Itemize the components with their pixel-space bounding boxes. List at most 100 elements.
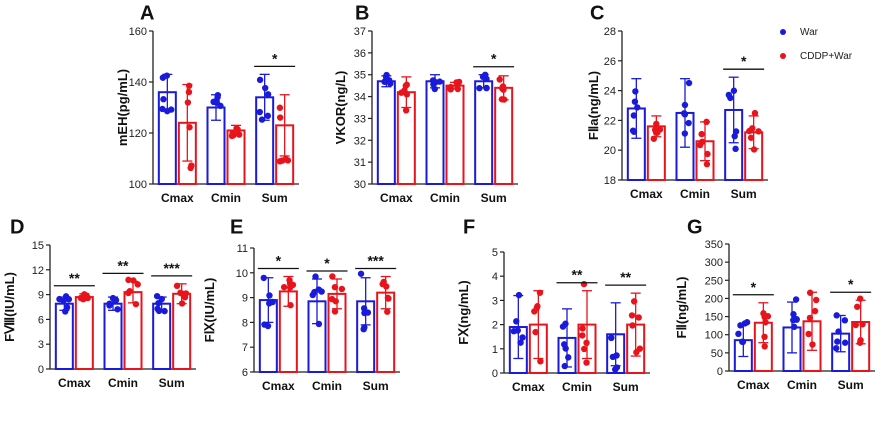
y-tick-label: 2 (492, 320, 498, 332)
panel-f: F 0 1 2 3 4 5 FⅩ(ng/mL) Cmax Cmin ** Sum ** (456, 216, 650, 394)
data-point (630, 298, 638, 305)
data-point (833, 312, 840, 319)
data-point (311, 288, 318, 296)
data-point (510, 328, 518, 335)
data-point (178, 300, 186, 307)
data-point (561, 362, 568, 370)
data-point (681, 130, 689, 137)
x-tick-label: Cmin (430, 191, 460, 205)
y-tick-label: 1 (492, 344, 498, 356)
data-point (813, 296, 820, 304)
data-point (312, 273, 319, 280)
data-point (186, 124, 193, 131)
data-point (112, 296, 120, 304)
data-point (747, 134, 755, 141)
y-tick-label: 350 (705, 239, 723, 251)
data-point (134, 281, 141, 288)
legend-label-war: War (800, 27, 818, 38)
data-point (857, 295, 864, 302)
data-point (315, 320, 323, 328)
x-tick-label: Cmax (630, 187, 663, 201)
data-point (429, 77, 437, 84)
data-point (329, 273, 336, 280)
data-point (613, 352, 620, 359)
y-tick-label: 250 (705, 275, 723, 287)
data-point (681, 101, 689, 109)
significance-label: * (272, 50, 278, 66)
data-point (318, 288, 325, 295)
data-point (762, 319, 769, 326)
data-point (188, 162, 195, 169)
x-tick-label: Sum (613, 380, 639, 394)
data-point (403, 91, 411, 98)
data-point (483, 84, 490, 92)
data-point (732, 145, 739, 153)
x-tick-label: Cmin (211, 191, 241, 205)
data-point (517, 339, 524, 346)
y-tick-label: 8 (242, 317, 248, 329)
data-point (636, 345, 644, 352)
y-tick-label: 300 (705, 257, 723, 269)
y-tick-label: 140 (129, 77, 147, 89)
data-point (158, 295, 165, 303)
significance-label: *** (367, 253, 384, 269)
y-tick-label: 3 (38, 339, 44, 351)
data-point (106, 300, 113, 307)
y-tick-label: 100 (705, 330, 723, 342)
x-tick-label: Cmax (161, 191, 194, 205)
data-point (402, 107, 410, 114)
data-point (256, 76, 264, 84)
data-point (476, 84, 483, 92)
data-point (184, 99, 192, 106)
data-point (730, 87, 738, 94)
significance-label: * (324, 255, 330, 271)
data-point (681, 111, 689, 118)
data-point (531, 308, 538, 315)
significance-label: ** (620, 269, 631, 285)
x-tick-label: Cmin (680, 187, 710, 201)
data-point (565, 354, 572, 361)
data-point (652, 129, 660, 136)
y-axis-label: FⅨ(IU/mL) (202, 278, 217, 343)
y-tick-label: 9 (38, 290, 44, 302)
y-tick-label: 10 (236, 268, 248, 280)
y-axis-label: FⅡ(ng/mL) (674, 277, 689, 339)
bar-war (103, 302, 123, 370)
y-tick-label: 50 (711, 348, 723, 360)
y-tick-label: 35 (354, 70, 366, 82)
data-point (214, 91, 222, 99)
y-tick-label: 0 (717, 366, 723, 378)
y-tick-label: 0 (492, 368, 498, 380)
data-point (737, 322, 744, 329)
panel-d: D 0 3 6 9 12 15 FⅧ(IU/mL) Cmax ** Cmin ** Sum *** (2, 216, 196, 390)
data-point (704, 150, 711, 158)
data-point (755, 128, 762, 135)
panel-e: E 6 7 8 9 10 11 FⅨ(IU/mL) Cmax * Cmin * Sum *** (202, 216, 400, 393)
data-point (853, 303, 861, 310)
data-point (833, 345, 840, 352)
data-point (163, 72, 171, 79)
data-point (210, 98, 217, 106)
data-point (331, 283, 339, 291)
legend-item-cddp-war: CDDP+War (780, 50, 852, 63)
legend-marker-cddp-war (780, 53, 786, 60)
data-point (631, 98, 639, 105)
y-tick-label: 11 (237, 243, 248, 255)
y-axis-label: FⅩ(ng/mL) (456, 280, 471, 345)
data-point (280, 283, 288, 291)
data-point (751, 109, 759, 117)
data-point (114, 306, 121, 313)
significance-label: ** (69, 270, 80, 286)
significance-label: *** (163, 260, 180, 276)
panel-c: C 18 20 22 24 26 28 FⅡa(ng/mL) Cmax Cmin Sum * (586, 2, 768, 201)
y-axis-label: mEH(pg/mL) (115, 69, 130, 146)
data-point (841, 317, 849, 324)
y-tick-label: 32 (354, 135, 366, 147)
data-point (841, 339, 849, 346)
data-point (276, 104, 284, 111)
data-point (703, 118, 710, 126)
y-axis-label: FⅡa(ng/mL) (586, 71, 601, 140)
data-point (750, 146, 758, 153)
panel-a: A 100 120 140 160 mEH(pg/mL) Cmax Cmin Sum * (115, 2, 299, 205)
data-point (269, 298, 276, 306)
